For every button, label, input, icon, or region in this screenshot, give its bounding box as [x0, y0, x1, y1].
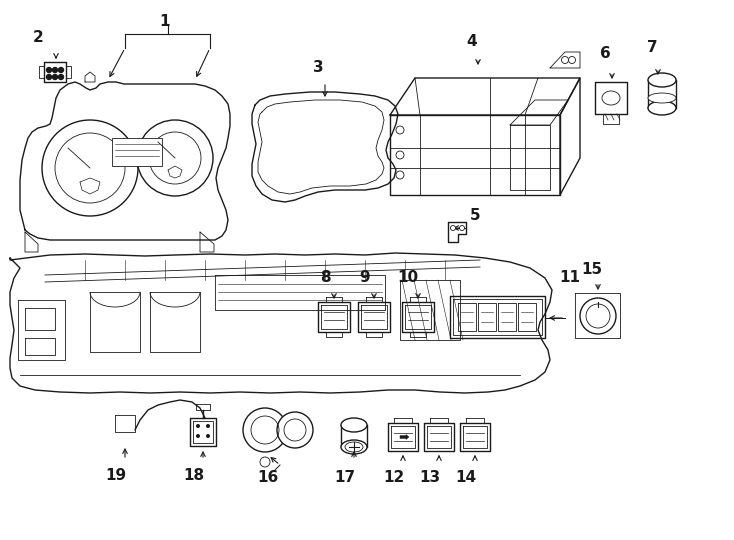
Polygon shape	[460, 423, 490, 451]
Circle shape	[459, 226, 465, 231]
Ellipse shape	[648, 73, 676, 87]
Text: 1: 1	[160, 15, 170, 30]
Ellipse shape	[341, 418, 367, 432]
Polygon shape	[450, 296, 545, 338]
Polygon shape	[85, 72, 95, 82]
Text: 4: 4	[467, 35, 477, 50]
Circle shape	[196, 434, 200, 438]
Circle shape	[451, 226, 456, 231]
Polygon shape	[390, 115, 560, 195]
FancyBboxPatch shape	[112, 138, 162, 166]
Circle shape	[569, 57, 575, 64]
Circle shape	[196, 424, 200, 428]
Polygon shape	[190, 418, 216, 446]
Polygon shape	[20, 82, 230, 240]
Polygon shape	[388, 423, 418, 451]
Circle shape	[396, 151, 404, 159]
Text: 13: 13	[419, 470, 440, 485]
Text: 14: 14	[455, 470, 476, 485]
Text: 19: 19	[106, 468, 126, 483]
Ellipse shape	[341, 440, 367, 454]
Text: 7: 7	[647, 40, 658, 56]
Circle shape	[59, 68, 64, 72]
Polygon shape	[390, 78, 580, 115]
FancyArrow shape	[400, 435, 409, 440]
Circle shape	[243, 408, 287, 452]
Polygon shape	[80, 178, 100, 194]
Text: 6: 6	[600, 46, 611, 62]
Polygon shape	[168, 166, 182, 178]
Polygon shape	[595, 82, 627, 114]
Ellipse shape	[648, 93, 676, 103]
Circle shape	[277, 412, 313, 448]
Circle shape	[46, 75, 51, 79]
Text: 5: 5	[470, 207, 480, 222]
Ellipse shape	[648, 101, 676, 115]
Polygon shape	[44, 62, 66, 82]
Circle shape	[59, 75, 64, 79]
Text: 16: 16	[258, 470, 279, 485]
Text: 11: 11	[559, 271, 581, 286]
Text: 2: 2	[32, 30, 43, 45]
Polygon shape	[560, 78, 580, 195]
Circle shape	[396, 126, 404, 134]
Polygon shape	[252, 92, 398, 202]
Circle shape	[206, 434, 210, 438]
Circle shape	[46, 68, 51, 72]
Text: 8: 8	[320, 271, 330, 286]
Circle shape	[562, 57, 569, 64]
Polygon shape	[424, 423, 454, 451]
Circle shape	[580, 298, 616, 334]
Polygon shape	[402, 302, 434, 332]
Polygon shape	[115, 415, 135, 432]
Text: 17: 17	[335, 470, 355, 485]
Polygon shape	[261, 434, 269, 444]
Text: 18: 18	[184, 468, 205, 483]
Text: 3: 3	[313, 60, 323, 76]
Polygon shape	[318, 302, 350, 332]
Text: 10: 10	[397, 271, 418, 286]
Text: 12: 12	[383, 470, 404, 485]
Polygon shape	[550, 52, 580, 68]
Text: 9: 9	[360, 271, 371, 286]
Circle shape	[53, 75, 57, 79]
Text: 15: 15	[581, 262, 603, 278]
Polygon shape	[10, 253, 552, 393]
Polygon shape	[575, 293, 620, 338]
Circle shape	[53, 68, 57, 72]
Circle shape	[396, 171, 404, 179]
Circle shape	[206, 424, 210, 428]
Polygon shape	[358, 302, 390, 332]
